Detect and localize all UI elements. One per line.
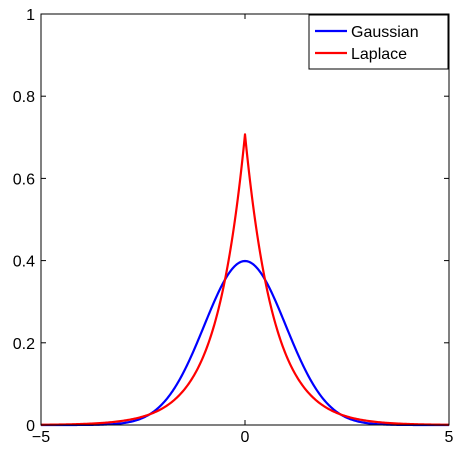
y-tick-label: 1	[26, 7, 35, 24]
plot-area	[41, 14, 449, 425]
ticks-layer: −5 0 500.20.40.60.81	[13, 7, 454, 446]
series-line-laplace	[40, 133, 450, 426]
legend: Gaussian Laplace	[308, 14, 449, 70]
y-tick-label: 0.4	[13, 254, 35, 271]
x-tick-label: 5	[445, 429, 454, 446]
y-tick-label: 0.2	[13, 336, 35, 353]
legend-box	[308, 14, 449, 70]
legend-label-laplace: Laplace	[351, 46, 407, 63]
x-tick-label: 0	[241, 429, 250, 446]
legend-label-gaussian: Gaussian	[351, 24, 419, 41]
y-tick-label: 0.6	[13, 171, 35, 188]
series-line-gaussian	[40, 259, 450, 427]
x-tick-label: −5	[32, 429, 50, 446]
y-tick-label: 0	[26, 418, 35, 435]
series-layer	[40, 133, 450, 427]
y-tick-label: 0.8	[13, 89, 35, 106]
